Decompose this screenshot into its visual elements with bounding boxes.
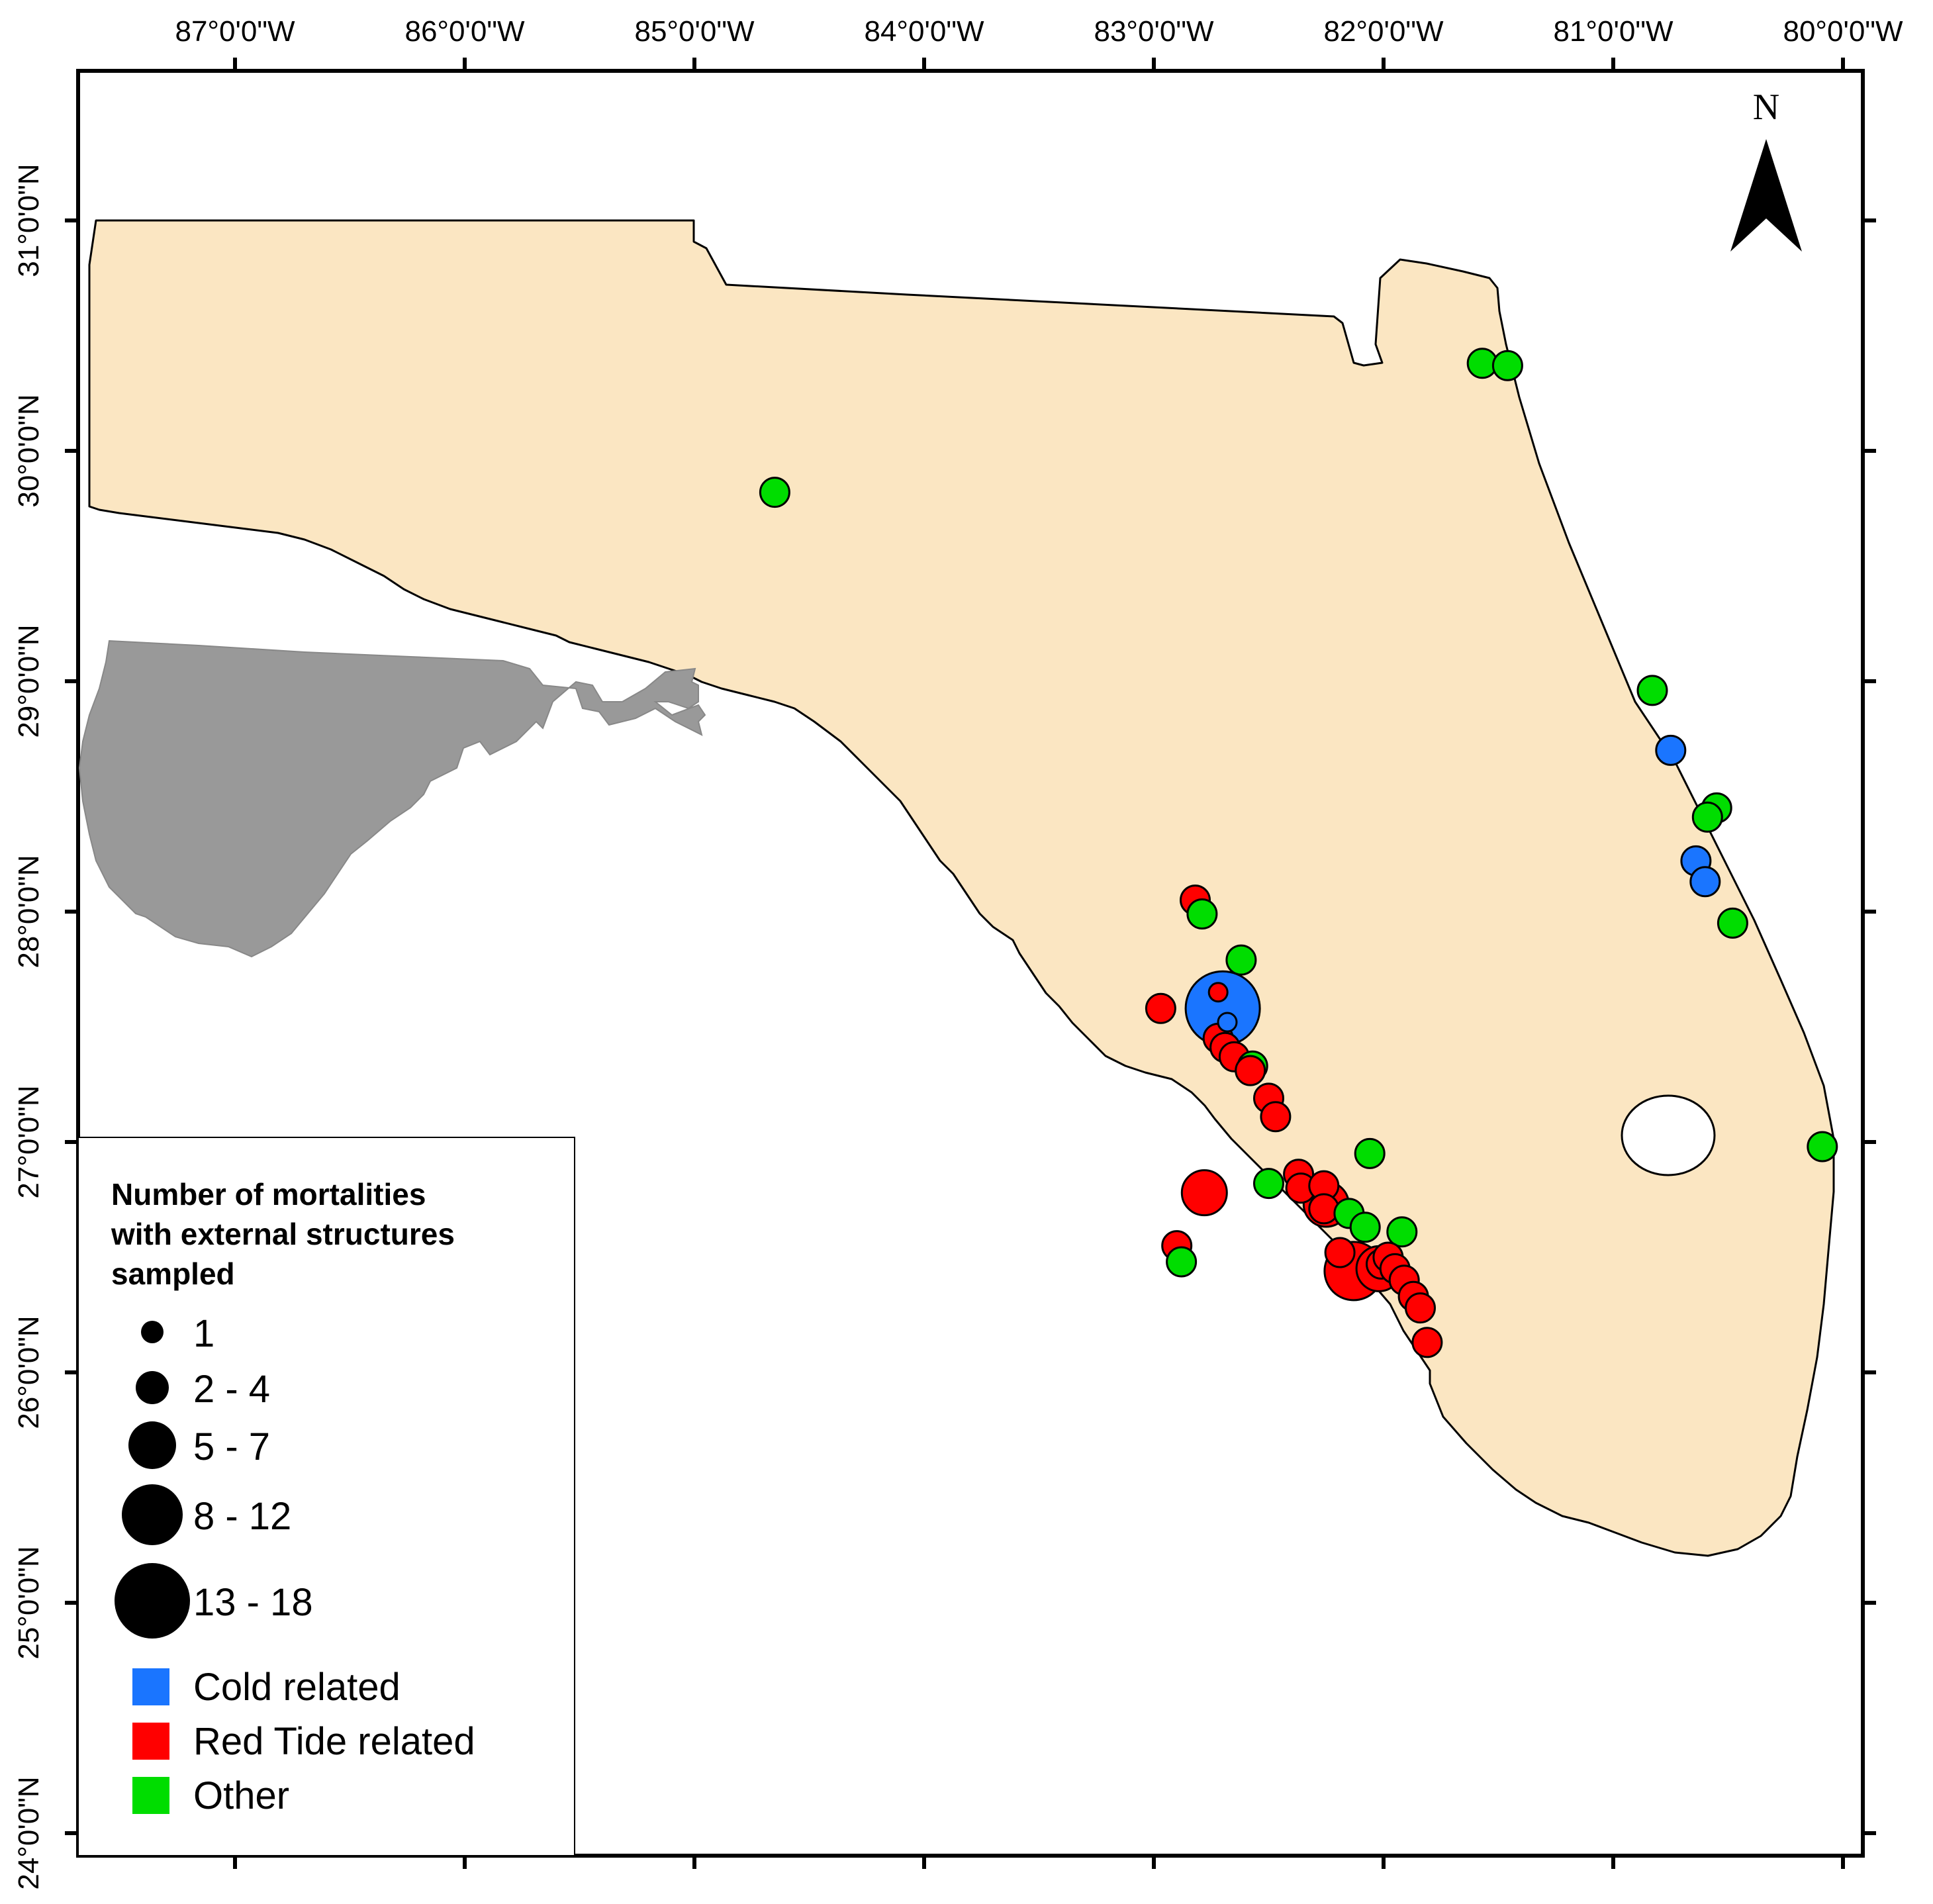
legend: Number of mortalities with external stru… — [77, 1137, 575, 1856]
north-arrow: N — [1730, 87, 1802, 252]
mortality-point-other — [759, 477, 790, 508]
lake-okeechobee — [1621, 1094, 1716, 1176]
legend-size-1-symbol — [141, 1321, 164, 1343]
lat-tick-label: 25°0'0"N — [13, 1546, 45, 1659]
mortality-point-other — [1691, 801, 1723, 833]
longitude-ticks: 87°0'0"W 86°0'0"W 85°0'0"W 84°0'0"W 83°0'0"W… — [175, 15, 1903, 1869]
legend-other-swatch — [132, 1777, 169, 1814]
lon-tick-label: 85°0'0"W — [634, 15, 754, 48]
lat-tick-label: 29°0'0"N — [13, 624, 45, 738]
mortality-point-other — [1186, 898, 1218, 929]
legend-size-5-symbol — [115, 1563, 190, 1639]
mortality-point-red-tide — [1145, 992, 1176, 1024]
mortality-point-other — [1636, 675, 1668, 706]
legend-red-tide-swatch — [132, 1723, 169, 1760]
legend-size-4-label: 8 - 12 — [193, 1495, 291, 1538]
mortality-points — [759, 348, 1838, 1358]
mortality-point-other — [1807, 1131, 1838, 1163]
legend-title-line-1: Number of mortalities — [111, 1177, 426, 1212]
lat-tick-label: 30°0'0"N — [13, 394, 45, 507]
lon-tick-label: 84°0'0"W — [864, 15, 984, 48]
legend-size-2-label: 2 - 4 — [193, 1368, 270, 1411]
mortality-point-red-tide — [1411, 1327, 1443, 1358]
legend-size-1-label: 1 — [193, 1312, 214, 1355]
lat-tick-label: 27°0'0"N — [13, 1085, 45, 1198]
lon-tick-label: 81°0'0"W — [1553, 15, 1673, 48]
mortality-point-red-tide — [1324, 1237, 1356, 1268]
lat-tick-label: 24°0'0"N — [13, 1776, 45, 1889]
mortality-point-cold — [1217, 1012, 1238, 1033]
legend-size-2-symbol — [136, 1371, 169, 1404]
mortality-point-red-tide — [1207, 982, 1229, 1003]
lon-tick-label: 83°0'0"W — [1094, 15, 1213, 48]
lon-tick-label: 86°0'0"W — [404, 15, 524, 48]
legend-title-line-3: sampled — [111, 1257, 235, 1291]
mortality-point-cold — [1689, 866, 1721, 898]
legend-size-3-symbol — [128, 1421, 176, 1469]
mortality-point-other — [1166, 1246, 1198, 1278]
legend-title-line-2: with external structures — [111, 1217, 455, 1251]
north-arrow-icon — [1730, 139, 1802, 252]
lon-tick-label: 87°0'0"W — [175, 15, 295, 48]
mortality-point-cold — [1655, 734, 1687, 766]
mortality-point-other — [1253, 1168, 1284, 1200]
mortality-point-other — [1354, 1137, 1386, 1169]
us-inset-land — [78, 640, 706, 958]
legend-size-3-label: 5 - 7 — [193, 1425, 270, 1468]
mortality-point-red-tide — [1405, 1292, 1436, 1324]
mortality-point-red-tide — [1308, 1193, 1340, 1225]
mortality-point-other — [1717, 907, 1748, 939]
mortality-point-red-tide — [1180, 1169, 1228, 1217]
legend-red-tide-label: Red Tide related — [193, 1720, 475, 1763]
mortality-point-other — [1386, 1216, 1418, 1248]
lon-tick-label: 80°0'0"W — [1783, 15, 1903, 48]
mortality-point-other — [1225, 944, 1257, 976]
north-label: N — [1753, 87, 1779, 128]
mortality-point-red-tide — [1260, 1101, 1292, 1133]
legend-size-4-symbol — [122, 1484, 183, 1545]
legend-other-label: Other — [193, 1774, 289, 1817]
mortality-point-other — [1349, 1212, 1381, 1243]
mortality-point-red-tide — [1235, 1055, 1266, 1086]
legend-size-5-label: 13 - 18 — [193, 1581, 313, 1624]
lon-tick-label: 82°0'0"W — [1323, 15, 1443, 48]
us-inset-map — [78, 640, 706, 958]
latitude-ticks: 31°0'0"N 30°0'0"N 29°0'0"N 28°0'0"N 27°0'0"N… — [13, 164, 1876, 1890]
lat-tick-label: 28°0'0"N — [13, 855, 45, 968]
mortality-point-other — [1491, 350, 1523, 381]
legend-cold-swatch — [132, 1668, 169, 1705]
legend-cold-label: Cold related — [193, 1666, 401, 1709]
lat-tick-label: 31°0'0"N — [13, 164, 45, 277]
lat-tick-label: 26°0'0"N — [13, 1315, 45, 1429]
